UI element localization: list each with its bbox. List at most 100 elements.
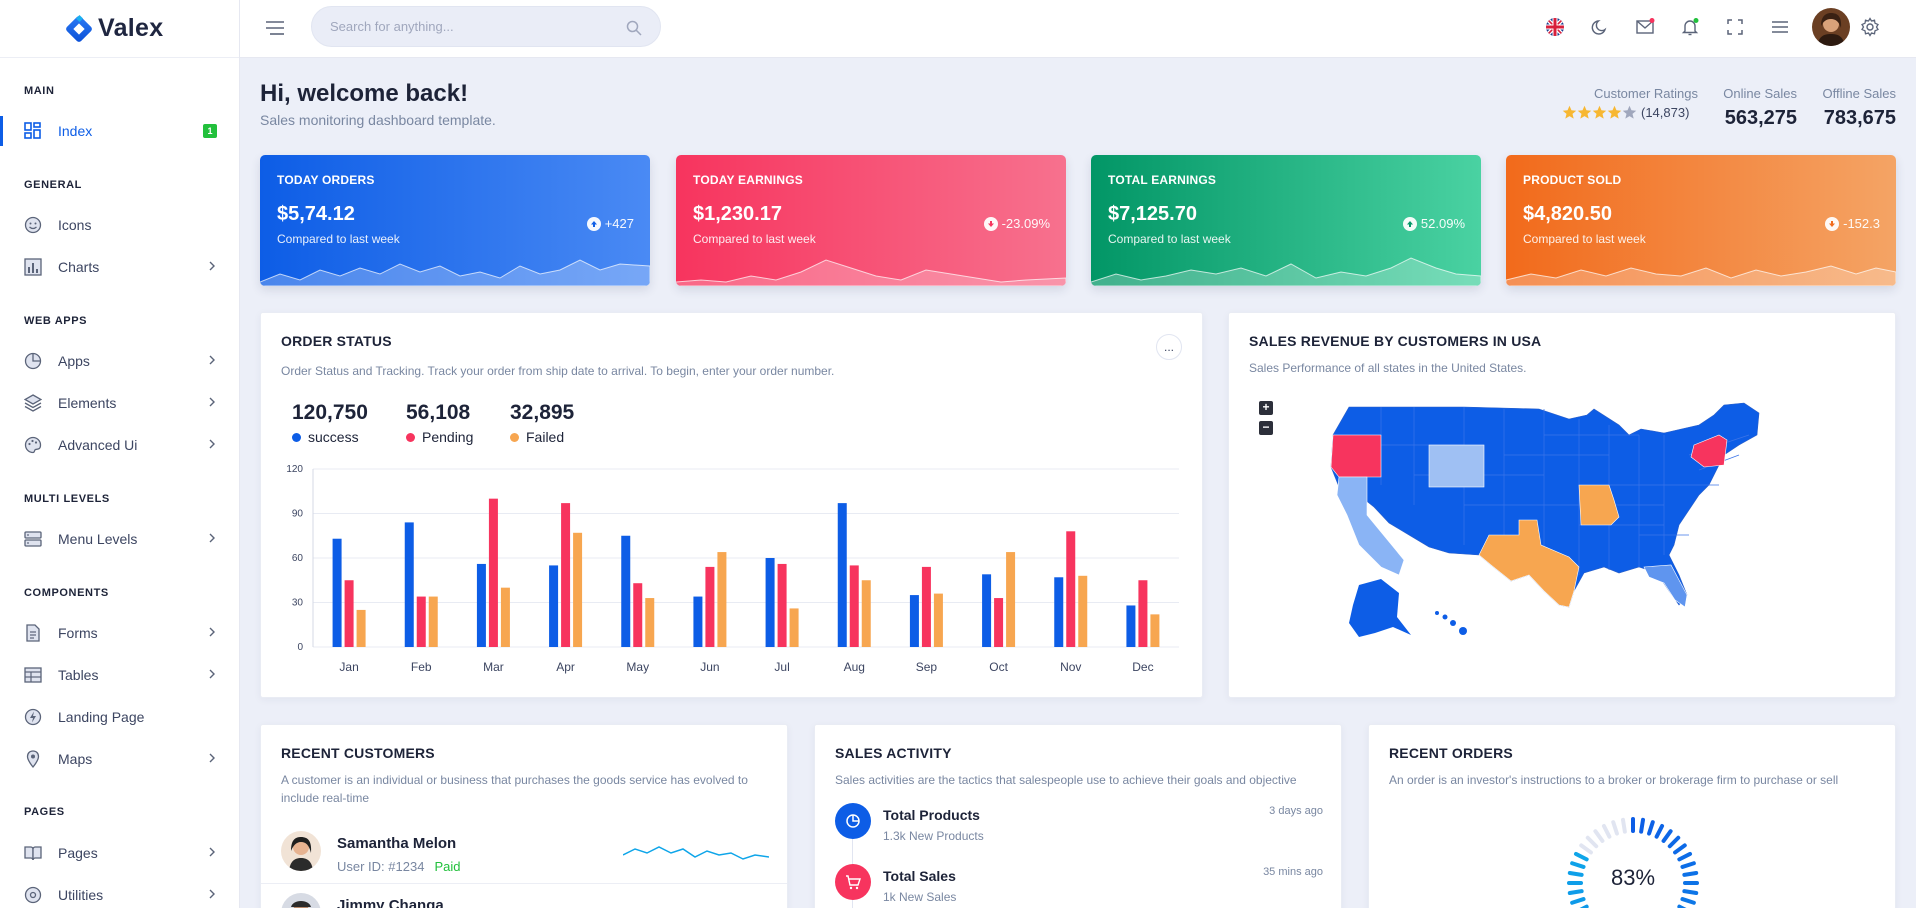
kpi-compare: Compared to last week [693,232,816,246]
kpi-card-product-sold[interactable]: PRODUCT SOLD $4,820.50 Compared to last … [1506,155,1896,286]
bar-pending-sep[interactable] [921,566,931,647]
mail-icon[interactable] [1634,16,1656,38]
bar-success-aug[interactable] [837,503,847,647]
sidebar-item-elements[interactable]: Elements [0,384,239,422]
kpi-card-today-orders[interactable]: TODAY ORDERS $5,74.12 Compared to last w… [260,155,650,286]
list-item[interactable]: Jimmy Changa [261,885,787,908]
zoom-in-button[interactable]: + [1259,401,1273,415]
bar-pending-aug[interactable] [849,565,859,647]
avatar[interactable] [1812,8,1850,46]
online-sales-value: 563,275 [1724,107,1797,129]
sidebar-category-components: COMPONENTS [24,587,109,599]
sidebar-item-charts[interactable]: Charts [0,248,239,286]
list-item[interactable]: Total Sales 1k New Sales 35 mins ago [835,864,1323,908]
palette-icon [24,436,42,454]
x-tick-label: Jan [339,660,358,674]
kpi-delta: 52.09% [1402,216,1465,231]
logo-icon [66,14,92,42]
bar-success-may[interactable] [621,535,631,647]
gear-icon[interactable] [1859,16,1881,38]
bar-failed-sep[interactable] [933,593,943,647]
activity-time: 35 mins ago [1263,866,1323,878]
bar-success-jul[interactable] [765,558,775,647]
bar-pending-mar[interactable] [488,498,498,647]
chevron-right-icon [209,261,215,271]
bar-success-apr[interactable] [549,565,559,647]
failed-count: 32,895 [510,401,575,424]
bar-success-nov[interactable] [1054,577,1064,647]
sidebar-item-apps[interactable]: Apps [0,342,239,380]
uk-flag-icon[interactable] [1544,16,1566,38]
moon-icon[interactable] [1589,16,1611,38]
bar-pending-apr[interactable] [561,503,571,647]
activity-title: Total Products [883,807,980,823]
bar-failed-feb[interactable] [428,596,438,647]
bar-failed-jun[interactable] [717,552,727,647]
usa-map[interactable] [1319,395,1799,670]
bar-failed-jan[interactable] [356,609,366,647]
list-item[interactable]: Samantha Melon User ID: #1234 Paid [261,823,787,885]
kpi-delta: -23.09% [983,216,1050,231]
ratings-count: (14,873) [1641,105,1690,120]
bar-failed-jul[interactable] [789,608,799,647]
bar-pending-jul[interactable] [777,563,787,647]
bar-pending-dec[interactable] [1138,580,1148,647]
bar-success-dec[interactable] [1126,605,1136,647]
menu-icon[interactable] [1769,16,1791,38]
bar-failed-aug[interactable] [861,580,871,647]
fullscreen-icon[interactable] [1724,16,1746,38]
bar-success-jan[interactable] [332,538,342,647]
sidebar-item-label: Maps [58,751,93,767]
bar-pending-jun[interactable] [705,566,715,647]
sidebar-item-maps[interactable]: Maps [0,740,239,778]
sidebar-item-label: Index [58,123,93,139]
search-icon[interactable] [626,20,642,36]
bar-pending-oct[interactable] [994,598,1004,647]
cart-icon [835,864,871,900]
bar-success-oct[interactable] [982,574,992,647]
customer-name: Samantha Melon [337,835,457,852]
bar-failed-oct[interactable] [1006,552,1016,647]
bar-failed-may[interactable] [645,598,655,647]
bar-pending-jan[interactable] [344,580,354,647]
bar-pending-nov[interactable] [1066,531,1076,647]
sidebar-item-utilities[interactable]: Utilities [0,876,239,908]
kpi-title: PRODUCT SOLD [1523,173,1622,187]
bar-failed-nov[interactable] [1078,575,1088,647]
bar-failed-mar[interactable] [500,587,510,647]
more-options-button[interactable]: ... [1156,334,1182,360]
recent-customers-card: RECENT CUSTOMERS A customer is an indivi… [260,724,788,908]
kpi-card-today-earnings[interactable]: TODAY EARNINGS $1,230.17 Compared to las… [676,155,1066,286]
sidebar-item-pages[interactable]: Pages [0,834,239,872]
bar-pending-may[interactable] [633,583,643,647]
sidebar-item-index[interactable]: Index 1 [0,112,239,150]
sidebar-item-menu-levels[interactable]: Menu Levels [0,520,239,558]
kpi-card-total-earnings[interactable]: TOTAL EARNINGS $7,125.70 Compared to las… [1091,155,1481,286]
sidebar-item-tables[interactable]: Tables [0,656,239,694]
bar-failed-dec[interactable] [1150,614,1160,647]
chevron-right-icon [209,533,215,543]
logo-text: Valex [98,14,164,42]
map-pin-icon [24,750,42,768]
star-icon [1577,105,1592,119]
bar-success-sep[interactable] [909,595,919,647]
bar-success-feb[interactable] [404,522,414,647]
bell-icon[interactable] [1679,16,1701,38]
logo[interactable]: Valex [0,0,239,58]
sidebar-item-icons[interactable]: Icons [0,206,239,244]
bar-success-mar[interactable] [476,563,486,647]
sidebar-category-web-apps: WEB APPS [24,315,88,327]
activity-title: Total Sales [883,868,956,884]
kpi-value: $7,125.70 [1108,203,1197,225]
bar-pending-feb[interactable] [416,596,426,647]
list-item[interactable]: Total Products 1.3k New Products 3 days … [835,803,1323,855]
zoom-out-button[interactable]: − [1259,421,1273,435]
sidebar-item-landing-page[interactable]: Landing Page [0,698,239,736]
state-california [1336,476,1405,576]
bar-failed-apr[interactable] [573,532,583,647]
sidebar-item-advanced-ui[interactable]: Advanced Ui [0,426,239,464]
bar-success-jun[interactable] [693,596,703,647]
search-input[interactable] [330,19,620,34]
sidebar-item-forms[interactable]: Forms [0,614,239,652]
menu-toggle-icon[interactable] [264,17,286,39]
